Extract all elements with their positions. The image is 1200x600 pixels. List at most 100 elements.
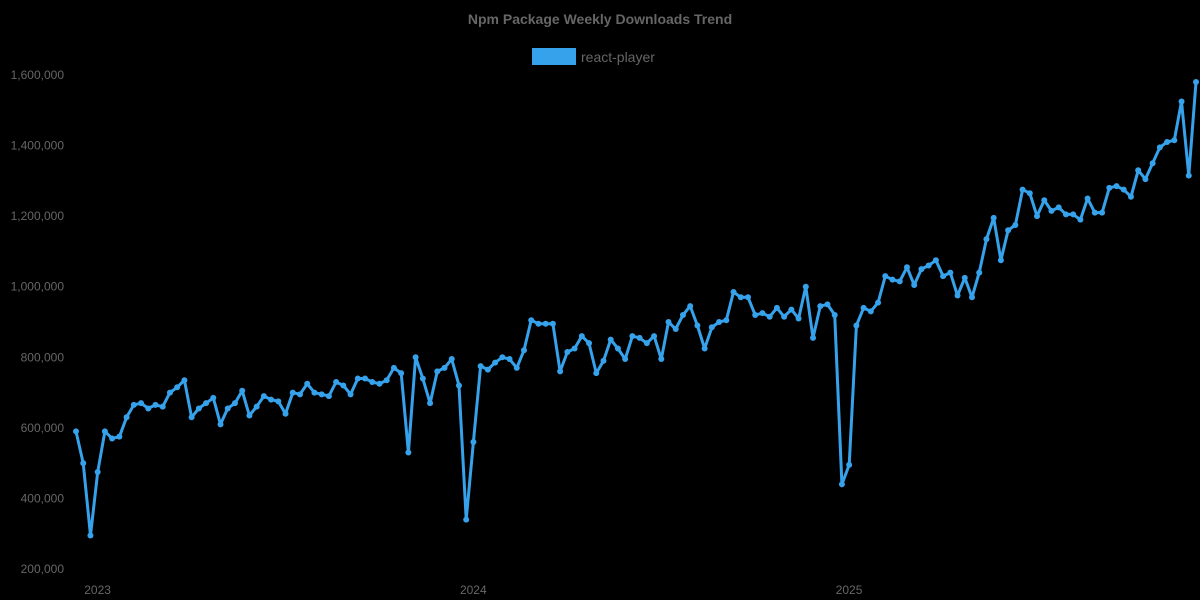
data-point[interactable] <box>932 257 939 264</box>
data-point[interactable] <box>875 299 882 306</box>
data-point[interactable] <box>311 389 318 396</box>
data-point[interactable] <box>983 236 990 243</box>
data-point[interactable] <box>1099 209 1106 216</box>
data-point[interactable] <box>347 391 354 398</box>
data-point[interactable] <box>911 281 918 288</box>
data-point[interactable] <box>773 304 780 311</box>
data-point[interactable] <box>903 264 910 271</box>
data-point[interactable] <box>600 357 607 364</box>
data-point[interactable] <box>651 333 658 340</box>
data-point[interactable] <box>448 356 455 363</box>
data-point[interactable] <box>275 398 282 405</box>
data-point[interactable] <box>1091 209 1098 216</box>
data-point[interactable] <box>766 313 773 320</box>
data-point[interactable] <box>571 345 578 352</box>
data-point[interactable] <box>658 356 665 363</box>
data-point[interactable] <box>1070 211 1077 218</box>
data-point[interactable] <box>181 377 188 384</box>
data-point[interactable] <box>101 428 108 435</box>
data-point[interactable] <box>867 308 874 315</box>
data-point[interactable] <box>325 393 332 400</box>
data-point[interactable] <box>542 320 549 327</box>
data-point[interactable] <box>210 394 217 401</box>
data-point[interactable] <box>109 435 116 442</box>
data-point[interactable] <box>1127 193 1134 200</box>
data-point[interactable] <box>737 294 744 301</box>
data-point[interactable] <box>506 356 513 363</box>
data-point[interactable] <box>217 421 224 428</box>
data-point[interactable] <box>1113 183 1120 190</box>
data-point[interactable] <box>318 391 325 398</box>
data-point[interactable] <box>304 380 311 387</box>
data-point[interactable] <box>549 320 556 327</box>
data-point[interactable] <box>87 532 94 539</box>
data-point[interactable] <box>130 401 137 408</box>
data-point[interactable] <box>145 405 152 412</box>
data-point[interactable] <box>918 266 925 273</box>
data-point[interactable] <box>398 370 405 377</box>
data-point[interactable] <box>166 389 173 396</box>
data-point[interactable] <box>427 400 434 407</box>
data-point[interactable] <box>990 214 997 221</box>
data-point[interactable] <box>586 340 593 347</box>
data-point[interactable] <box>1005 227 1012 234</box>
data-point[interactable] <box>1106 184 1113 191</box>
data-point[interactable] <box>94 468 101 475</box>
data-point[interactable] <box>152 401 159 408</box>
data-point[interactable] <box>824 301 831 308</box>
data-point[interactable] <box>788 306 795 313</box>
data-point[interactable] <box>687 303 694 310</box>
data-point[interactable] <box>846 461 853 468</box>
data-point[interactable] <box>1055 204 1062 211</box>
data-point[interactable] <box>138 400 145 407</box>
data-point[interactable] <box>1142 176 1149 183</box>
data-point[interactable] <box>513 364 520 371</box>
data-point[interactable] <box>759 310 766 317</box>
data-point[interactable] <box>810 334 817 341</box>
data-point[interactable] <box>896 278 903 285</box>
data-point[interactable] <box>976 269 983 276</box>
data-point[interactable] <box>174 384 181 391</box>
data-point[interactable] <box>390 364 397 371</box>
data-point[interactable] <box>1149 160 1156 167</box>
data-point[interactable] <box>889 276 896 283</box>
data-point[interactable] <box>853 322 860 329</box>
data-point[interactable] <box>795 315 802 322</box>
data-point[interactable] <box>961 274 968 281</box>
data-point[interactable] <box>73 428 79 435</box>
data-point[interactable] <box>80 460 87 467</box>
data-point[interactable] <box>441 364 448 371</box>
data-point[interactable] <box>1012 221 1019 228</box>
data-point[interactable] <box>969 294 975 301</box>
data-point[interactable] <box>116 433 123 440</box>
data-point[interactable] <box>940 273 947 280</box>
data-point[interactable] <box>289 389 296 396</box>
data-point[interactable] <box>997 257 1004 264</box>
data-point[interactable] <box>123 414 130 421</box>
data-point[interactable] <box>1185 172 1192 179</box>
data-point[interactable] <box>1135 167 1142 174</box>
data-point[interactable] <box>203 400 210 407</box>
data-point[interactable] <box>354 375 361 382</box>
data-point[interactable] <box>260 393 267 400</box>
data-point[interactable] <box>492 359 499 366</box>
data-point[interactable] <box>535 320 542 327</box>
data-point[interactable] <box>297 391 303 398</box>
data-point[interactable] <box>745 294 751 301</box>
data-point[interactable] <box>412 354 419 361</box>
data-point[interactable] <box>622 356 629 363</box>
data-point[interactable] <box>701 345 708 352</box>
data-point[interactable] <box>557 368 564 375</box>
data-point[interactable] <box>730 289 737 296</box>
data-point[interactable] <box>282 410 289 417</box>
data-point[interactable] <box>253 403 260 410</box>
data-point[interactable] <box>607 336 614 343</box>
legend[interactable]: react-player <box>532 48 655 65</box>
data-point[interactable] <box>672 326 679 333</box>
data-point[interactable] <box>499 354 506 361</box>
data-point[interactable] <box>239 387 246 394</box>
data-point[interactable] <box>383 377 390 384</box>
data-point[interactable] <box>455 382 462 389</box>
data-point[interactable] <box>925 262 932 269</box>
data-point[interactable] <box>614 345 621 352</box>
